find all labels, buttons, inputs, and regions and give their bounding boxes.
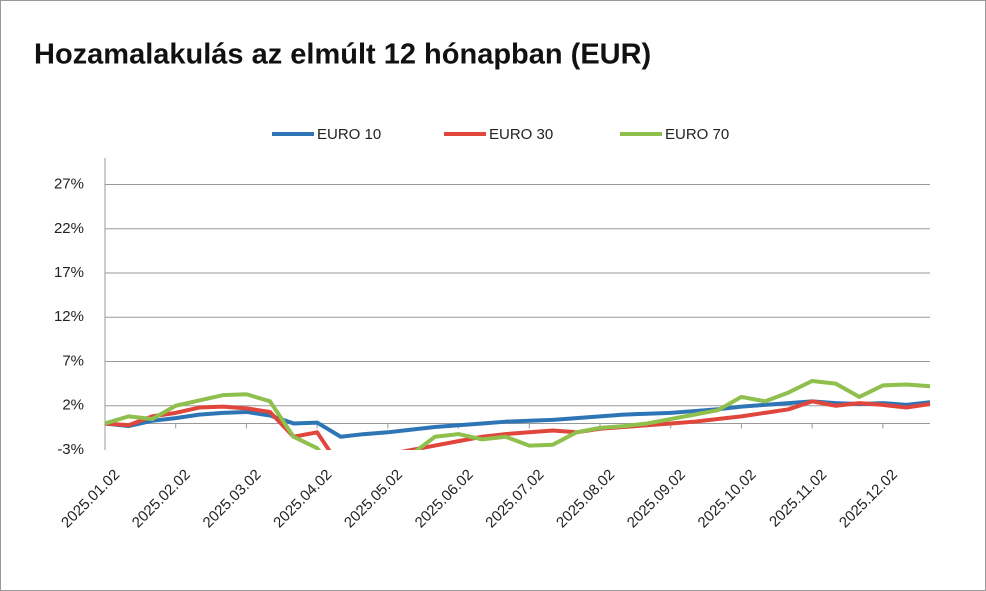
y-tick-label: 2% xyxy=(62,397,84,414)
series-line xyxy=(104,399,931,450)
y-tick-label: 7% xyxy=(62,352,84,369)
chart-title: Hozamalakulás az elmúlt 12 hónapban (EUR… xyxy=(34,39,651,71)
legend-label: EURO 10 xyxy=(317,126,381,143)
y-tick-label: 17% xyxy=(54,264,84,281)
series-line xyxy=(104,378,931,450)
plot-area xyxy=(104,378,931,450)
y-tick-label: 22% xyxy=(54,220,84,237)
legend-label: EURO 30 xyxy=(489,126,553,143)
y-tick-label: -3% xyxy=(57,441,84,458)
y-tick-label: 27% xyxy=(54,176,84,193)
legend-label: EURO 70 xyxy=(665,126,729,143)
series-line xyxy=(104,399,931,439)
y-tick-label: 12% xyxy=(54,308,84,325)
